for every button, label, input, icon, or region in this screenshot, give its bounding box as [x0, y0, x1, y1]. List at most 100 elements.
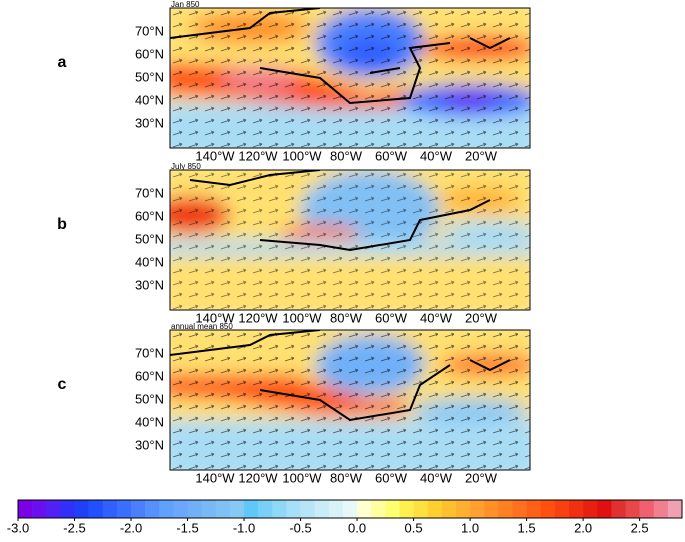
lon-label: 40°W — [420, 310, 453, 325]
colorbar-swatch — [60, 500, 75, 518]
colorbar-swatch — [131, 500, 146, 518]
lon-label: 120°W — [238, 310, 278, 325]
lon-label: 100°W — [282, 310, 322, 325]
panel-title: Jan 850 — [171, 0, 200, 9]
colorbar-swatch — [342, 500, 358, 518]
colorbar-swatch — [145, 500, 160, 518]
colorbar-swatch — [286, 500, 301, 518]
lon-label: 140°W — [195, 310, 235, 325]
colorbar-frame — [17, 499, 683, 519]
lat-label: 50°N — [135, 231, 164, 246]
colorbar-tick-label: 2.0 — [574, 520, 592, 535]
lon-label: 60°W — [375, 310, 408, 325]
colorbar-swatch — [18, 500, 33, 518]
colorbar-tick-label: 2.5 — [631, 520, 649, 535]
lat-label: 40°N — [135, 254, 164, 269]
lat-label: 40°N — [135, 414, 164, 429]
lat-label: 50°N — [135, 391, 164, 406]
colorbar-swatch — [554, 500, 570, 518]
lon-label: 60°W — [375, 148, 408, 163]
colorbar-swatch — [512, 500, 527, 518]
colorbar-swatch — [258, 500, 273, 518]
colorbar-swatch — [583, 500, 598, 518]
lat-label: 70°N — [135, 185, 164, 200]
colorbar-swatch — [385, 500, 400, 518]
field-map — [169, 169, 531, 311]
colorbar-swatch — [611, 500, 626, 518]
colorbar-swatch — [568, 500, 584, 518]
colorbar-swatch — [498, 500, 513, 518]
colorbar-swatch — [102, 500, 118, 518]
lon-label: 120°W — [238, 470, 278, 485]
colorbar-swatch — [328, 500, 344, 518]
colorbar-swatch — [540, 500, 556, 518]
lon-label: 20°W — [465, 470, 498, 485]
lon-label: 140°W — [195, 470, 235, 485]
colorbar-swatch — [357, 500, 372, 518]
colorbar-swatch — [597, 500, 612, 518]
lon-label: 140°W — [195, 148, 235, 163]
lat-label: 60°N — [135, 368, 164, 383]
colorbar-tick-label: -2.5 — [63, 520, 85, 535]
colorbar-swatch — [272, 500, 287, 518]
lat-label: 40°N — [135, 92, 164, 107]
colorbar-swatch — [314, 500, 330, 518]
lat-label: 70°N — [135, 23, 164, 38]
colorbar-tick-label: -1.0 — [233, 520, 255, 535]
colorbar-swatch — [300, 500, 315, 518]
colorbar-swatch — [667, 500, 683, 518]
colorbar-tick-label: 0.0 — [348, 520, 366, 535]
colorbar-swatch — [229, 500, 245, 518]
colorbar-swatch — [413, 500, 429, 518]
colorbar-swatch — [371, 500, 386, 518]
colorbar-swatch — [116, 500, 132, 518]
lon-label: 40°W — [420, 148, 453, 163]
lon-label: 100°W — [282, 148, 322, 163]
colorbar-tick-label: -3.0 — [7, 520, 29, 535]
panel-title: annual mean 850 — [171, 322, 233, 331]
colorbar-tick-label: 1.0 — [461, 520, 479, 535]
colorbar-swatch — [484, 500, 499, 518]
colorbar-tick-label: -1.5 — [176, 520, 198, 535]
colorbar-swatch — [244, 500, 259, 518]
lat-label: 30°N — [135, 277, 164, 292]
colorbar-swatch — [455, 500, 471, 518]
field-map — [169, 7, 531, 149]
lat-label: 60°N — [135, 208, 164, 223]
lat-label: 60°N — [135, 46, 164, 61]
colorbar-swatch — [653, 500, 669, 518]
colorbar-swatch — [88, 500, 104, 518]
lon-label: 20°W — [465, 148, 498, 163]
lat-label: 30°N — [135, 437, 164, 452]
colorbar-swatch — [399, 500, 414, 518]
colorbar-tick-label: -2.0 — [120, 520, 142, 535]
colorbar-swatch — [32, 500, 47, 518]
colorbar-swatch — [470, 500, 485, 518]
lon-label: 80°W — [330, 148, 363, 163]
panel-label: a — [58, 54, 67, 71]
lon-label: 40°W — [420, 470, 453, 485]
lon-label: 100°W — [282, 470, 322, 485]
lat-label: 50°N — [135, 69, 164, 84]
panel-title: July 850 — [171, 162, 201, 171]
lon-label: 120°W — [238, 148, 278, 163]
colorbar-swatch — [173, 500, 188, 518]
field-map — [169, 329, 531, 471]
colorbar-swatch — [639, 500, 655, 518]
colorbar-swatch — [201, 500, 217, 518]
lon-label: 60°W — [375, 470, 408, 485]
colorbar-tick-label: -0.5 — [289, 520, 311, 535]
lon-label: 80°W — [330, 310, 363, 325]
colorbar-tick-label: 0.5 — [405, 520, 423, 535]
colorbar-swatch — [441, 500, 457, 518]
panel-label: c — [58, 376, 67, 393]
lat-label: 70°N — [135, 345, 164, 360]
colorbar-swatch — [74, 500, 89, 518]
colorbar-swatch — [187, 500, 202, 518]
panel-label: b — [57, 216, 67, 233]
colorbar-tick-label: 1.5 — [518, 520, 536, 535]
colorbar-swatch — [215, 500, 231, 518]
colorbar-swatch — [526, 500, 542, 518]
colorbar-swatch — [46, 500, 61, 518]
